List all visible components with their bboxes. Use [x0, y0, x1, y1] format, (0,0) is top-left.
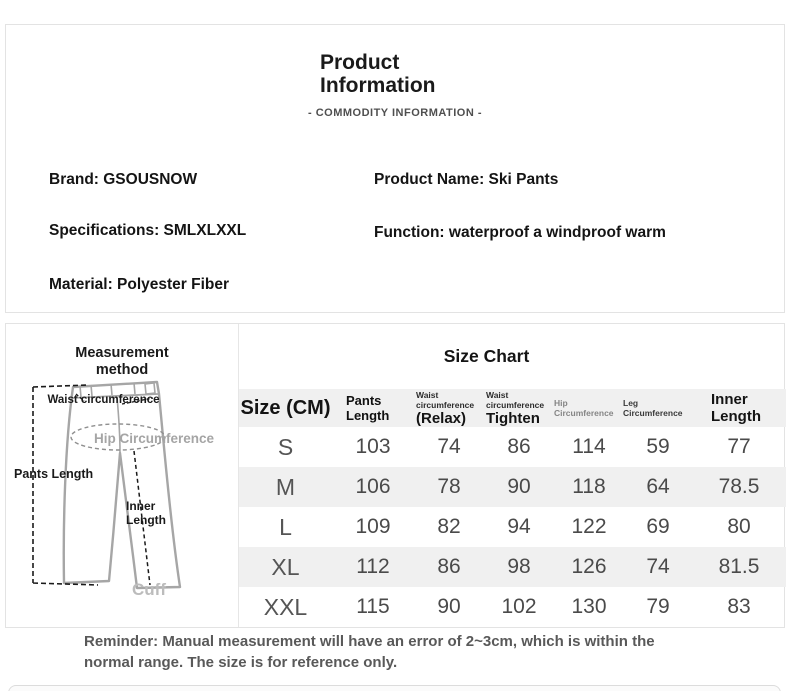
col-header-size: Size (CM) — [240, 396, 331, 419]
section-header: Product Information - COMMODITY INFORMAT… — [6, 51, 784, 119]
value-cell: 90 — [507, 475, 531, 498]
page-subtitle: - COMMODITY INFORMATION - — [307, 107, 483, 119]
hip-dash-ellipse — [70, 423, 166, 451]
value-cell: 126 — [571, 555, 607, 578]
size-table-header: Size (CM) Pants Length Waist circumferen… — [239, 389, 786, 427]
size-table: Size (CM) Pants Length Waist circumferen… — [239, 389, 786, 627]
value-cell: 112 — [356, 555, 390, 578]
function-text: Function: waterproof a windproof warm — [374, 224, 666, 241]
hip-label: Hip Circumference — [94, 431, 215, 446]
size-chart-pane: Size Chart Size (CM) Pants Length Waist … — [239, 324, 786, 627]
specifications-text: Specifications: SMLXLXXL — [49, 222, 247, 239]
value-cell: 94 — [507, 515, 531, 538]
cuff-label: Cuff — [132, 580, 166, 599]
value-cell: 64 — [646, 475, 670, 498]
pants-length-label: Pants Length — [14, 467, 94, 481]
col-header-waist-relax: Waist circumference (Relax) — [416, 389, 475, 427]
value-cell: 79 — [646, 595, 670, 618]
value-cell: 103 — [355, 435, 391, 458]
waist-label: Waist circumference — [47, 394, 160, 406]
value-cell: 74 — [646, 555, 670, 578]
pants-diagram — [32, 380, 182, 590]
measurement-title-wrap: Measurement method — [6, 345, 238, 379]
col-header-hip: Hip Circumference — [554, 398, 614, 418]
value-cell: 102 — [501, 595, 537, 618]
reminder-text: Reminder: Manual measurement will have a… — [84, 633, 655, 671]
size-cell: XXL — [263, 593, 308, 620]
value-cell: 69 — [646, 515, 670, 538]
size-section: Measurement method Waist circumference H… — [5, 323, 786, 628]
page-title: Product Information — [320, 51, 436, 97]
table-row: L 109 82 94 122 69 80 — [239, 507, 786, 547]
value-cell: 80 — [727, 515, 751, 538]
col-header-leg: Leg Circumference — [623, 398, 683, 418]
size-table-body: S 103 74 86 114 59 77 M 106 78 90 118 64 78.5 L 10… — [239, 427, 786, 627]
inner-length-label: Inner Length — [126, 499, 166, 527]
size-cell: S — [277, 433, 294, 460]
size-cell: L — [279, 513, 292, 540]
vertical-divider — [238, 324, 239, 627]
value-cell: 115 — [356, 595, 390, 618]
value-cell: 86 — [437, 555, 461, 578]
value-cell: 59 — [646, 435, 670, 458]
measurement-title: Measurement method — [75, 345, 169, 378]
value-cell: 74 — [437, 435, 461, 458]
value-cell: 83 — [727, 595, 751, 618]
col-header-pants-length: Pants Length — [346, 393, 390, 423]
value-cell: 122 — [571, 515, 607, 538]
belt-buckle — [144, 382, 156, 395]
size-cell: XL — [271, 553, 300, 580]
size-chart-title: Size Chart — [443, 346, 530, 366]
table-row: S 103 74 86 114 59 77 — [239, 427, 786, 467]
value-cell: 118 — [572, 475, 606, 498]
table-row: XXL 115 90 102 130 79 83 — [239, 587, 786, 627]
size-cell: M — [275, 473, 296, 500]
waistband-line — [71, 393, 159, 399]
table-row: M 106 78 90 118 64 78.5 — [239, 467, 786, 507]
value-cell: 78 — [437, 475, 461, 498]
measurement-pane: Measurement method Waist circumference H… — [6, 324, 238, 627]
product-name-text: Product Name: Ski Pants — [374, 171, 559, 188]
value-cell: 82 — [437, 515, 461, 538]
pants-outline — [62, 380, 182, 590]
value-cell: 109 — [355, 515, 391, 538]
value-cell: 81.5 — [718, 555, 760, 578]
value-cell: 78.5 — [718, 475, 760, 498]
table-row: XL 112 86 98 126 74 81.5 — [239, 547, 786, 587]
value-cell: 86 — [507, 435, 531, 458]
value-cell: 114 — [572, 435, 606, 458]
material-text: Material: Polyester Fiber — [49, 276, 230, 293]
inner-length-dash — [133, 450, 151, 586]
col-header-waist-tighten: Waist circumference Tighten — [486, 389, 545, 427]
pants-length-bracket — [32, 384, 99, 586]
col-header-inner-length: Inner Length — [711, 391, 761, 425]
belt-loops — [79, 382, 136, 398]
brand-text: Brand: GSOUSNOW — [49, 171, 198, 188]
waist-pointer-dashes — [75, 393, 154, 405]
bottom-section — [8, 685, 781, 691]
value-cell: 90 — [437, 595, 461, 618]
value-cell: 106 — [355, 475, 391, 498]
product-info-section: Product Information - COMMODITY INFORMAT… — [5, 24, 785, 313]
value-cell: 77 — [727, 435, 751, 458]
value-cell: 130 — [571, 595, 607, 618]
value-cell: 98 — [507, 555, 531, 578]
fly-line — [116, 396, 121, 454]
